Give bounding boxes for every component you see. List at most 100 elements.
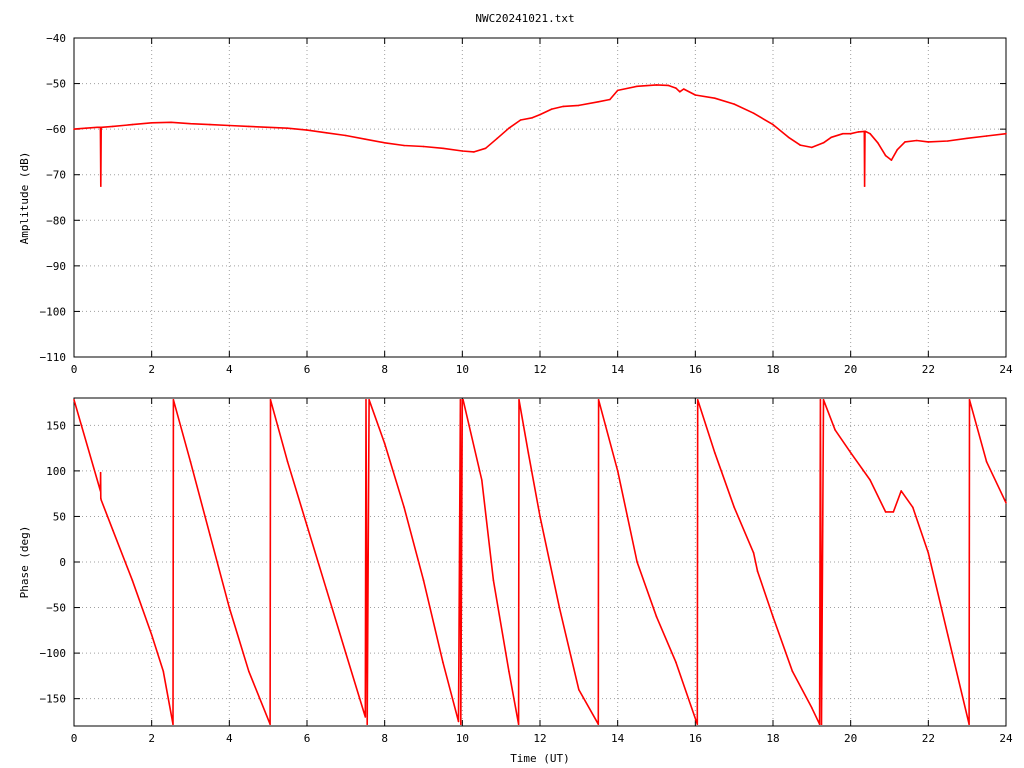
phase-data-point — [150, 634, 153, 636]
phase-y-tick-label: −50 — [46, 602, 66, 615]
amplitude-data-point — [904, 141, 906, 143]
amplitude-x-tick-label: 22 — [922, 363, 935, 376]
phase-y-tick-label: −150 — [40, 693, 67, 706]
amplitude-data-point — [306, 129, 308, 131]
phase-data-point — [968, 723, 970, 725]
amplitude-data-point — [286, 127, 289, 129]
amplitude-data-point — [857, 131, 860, 133]
amplitude-data-point — [947, 140, 949, 142]
amplitude-data-point — [422, 145, 425, 148]
phase-data-point — [364, 716, 367, 718]
amplitude-x-tick-label: 6 — [304, 363, 311, 376]
amplitude-data-point — [1005, 132, 1007, 135]
phase-data-point — [597, 399, 600, 401]
amplitude-data-point — [985, 135, 988, 137]
phase-data-point — [172, 723, 174, 725]
amplitude-data-point — [667, 84, 669, 87]
phase-data-point — [558, 606, 561, 609]
phase-data-point — [462, 399, 464, 401]
phase-data-point — [947, 634, 949, 636]
amplitude-y-tick-label: −70 — [46, 169, 66, 182]
amplitude-data-point — [915, 139, 918, 142]
phase-x-tick-label: 22 — [922, 732, 935, 745]
phase-y-tick-label: 50 — [53, 510, 66, 523]
amplitude-data-point — [966, 137, 968, 140]
phase-data-point — [696, 723, 699, 725]
phase-data-point — [162, 670, 165, 673]
amplitude-data-point — [682, 88, 685, 90]
amplitude-data-point — [100, 126, 103, 129]
amplitude-data-point — [508, 127, 510, 129]
phase-data-point — [539, 515, 541, 518]
amplitude-data-point — [772, 123, 774, 126]
amplitude-data-point — [519, 119, 522, 121]
amplitude-data-point — [578, 104, 580, 107]
phase-data-point — [99, 490, 102, 492]
phase-data-point — [368, 399, 370, 401]
amplitude-data-point — [842, 132, 844, 135]
amplitude-data-point — [345, 134, 347, 137]
phase-data-point — [752, 552, 755, 554]
phase-data-point — [457, 720, 460, 723]
phase-data-point — [100, 499, 102, 501]
phase-data-point — [481, 479, 483, 481]
phase-data-point — [460, 723, 462, 725]
amplitude-x-tick-label: 14 — [611, 363, 625, 376]
phase-data-point — [403, 506, 405, 509]
amplitude-y-tick-label: −110 — [40, 351, 67, 364]
amplitude-data-point — [863, 185, 866, 187]
phase-data-point — [756, 570, 759, 572]
phase-data-point — [383, 442, 386, 445]
phase-data-point — [822, 399, 825, 401]
phase-data-point — [927, 552, 930, 554]
amplitude-data-point — [877, 142, 879, 144]
amplitude-data-point — [403, 144, 405, 147]
amplitude-y-axis-label: Amplitude (dB) — [18, 152, 31, 245]
amplitude-data-point — [461, 150, 464, 152]
phase-data-point — [820, 723, 823, 725]
amplitude-plot-frame — [73, 37, 1007, 358]
amplitude-panel: Amplitude (dB) 0 2 4 6 8 10 12 14 16 18 20 22 24−40−… — [18, 32, 1013, 376]
phase-x-tick-label: 10 — [456, 732, 469, 745]
phase-panel: Phase (deg) Time (UT) 0 2 4 6 8 10 12 14 16 18 20 2… — [18, 397, 1013, 765]
phase-data-point — [892, 511, 895, 513]
phase-data-point — [869, 479, 871, 481]
amplitude-data-point — [896, 148, 899, 151]
amplitude-y-tick-label: −90 — [46, 260, 66, 273]
phase-data-point — [900, 490, 902, 492]
phase-data-point — [1005, 502, 1007, 504]
phase-data-point — [912, 506, 914, 509]
amplitude-x-tick-label: 10 — [456, 363, 469, 376]
phase-data-point — [527, 451, 530, 454]
amplitude-data-point — [112, 125, 114, 128]
amplitude-data-point — [714, 97, 716, 99]
phase-data-point — [209, 533, 211, 536]
phase-data-point — [172, 399, 175, 401]
amplitude-data-point — [248, 125, 250, 128]
phase-y-tick-label: −100 — [40, 647, 67, 660]
phase-data-point — [422, 579, 425, 581]
amplitude-data-point — [830, 136, 833, 139]
amplitude-data-point — [890, 159, 893, 161]
phase-y-tick-label: 100 — [46, 465, 66, 478]
amplitude-data-point — [73, 128, 75, 130]
amplitude-data-point — [539, 113, 541, 116]
amplitude-data-point — [927, 141, 930, 143]
amplitude-data-point — [267, 126, 270, 129]
amplitude-x-tick-label: 18 — [766, 363, 779, 376]
phase-data-point — [131, 579, 134, 581]
phase-data-point — [228, 606, 231, 609]
amplitude-data-point — [96, 126, 99, 129]
phase-data-point — [366, 723, 369, 725]
amplitude-data-point — [364, 138, 367, 140]
phase-x-tick-label: 0 — [71, 732, 78, 745]
phase-data-point — [306, 524, 308, 527]
amplitude-data-point — [733, 103, 735, 105]
amplitude-data-point — [849, 132, 852, 135]
amplitude-data-point — [84, 127, 87, 129]
phase-data-point — [985, 461, 988, 463]
amplitude-x-tick-label: 4 — [226, 363, 233, 376]
phase-data-point — [517, 723, 520, 725]
phase-x-tick-label: 24 — [999, 732, 1013, 745]
